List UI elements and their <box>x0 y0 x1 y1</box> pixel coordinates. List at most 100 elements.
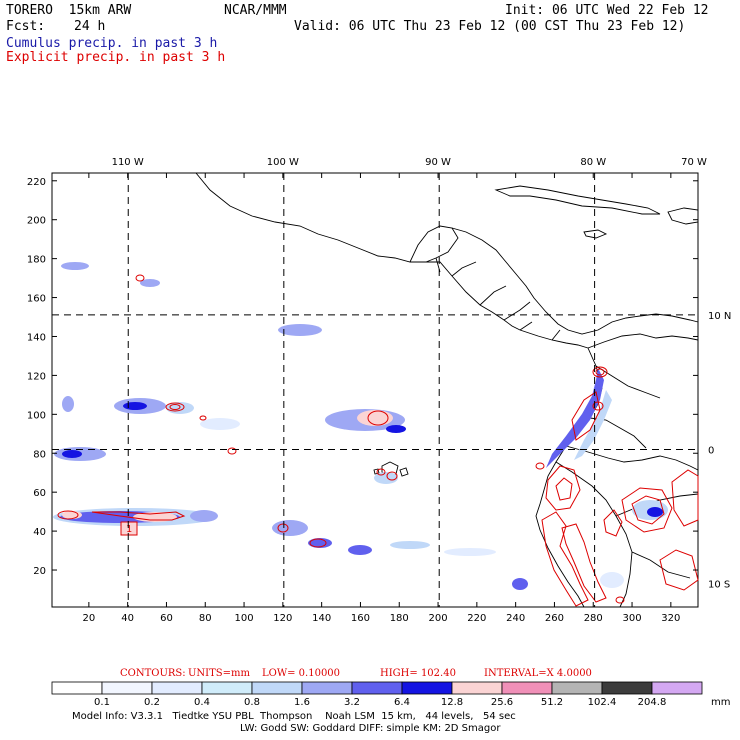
y-tick-label-220: 220 <box>27 177 46 188</box>
colorbar-level-7: 12.8 <box>441 697 463 708</box>
coastline-cuba <box>494 185 661 215</box>
contour-units: UNITS=mm <box>188 668 251 679</box>
model-info-line2: LW: Godd SW: Goddard DIFF: simple KM: 2D… <box>240 723 501 734</box>
x-tick-label-260: 260 <box>545 613 564 624</box>
y-tick-label-180: 180 <box>27 255 46 266</box>
max-label-value: 1 <box>126 524 132 535</box>
red-contour-17 <box>555 477 573 501</box>
colorbar-swatch-7 <box>401 681 453 695</box>
red-contour-6 <box>367 410 389 426</box>
contour-info: CONTOURS: UNITS=mm LOW= 0.10000 HIGH= 10… <box>120 668 592 679</box>
contour-label: CONTOURS: <box>120 668 186 679</box>
explicit-precip-legend: Explicit precip. in past 3 h <box>6 50 226 65</box>
red-contour-3 <box>169 404 181 410</box>
cumulus-precip-legend: Cumulus precip. in past 3 h <box>6 36 218 51</box>
colorbar-swatch-2 <box>151 681 203 695</box>
colorbar-level-8: 25.6 <box>491 697 513 708</box>
init-time: Init: 06 UTC Wed 22 Feb 12 <box>505 3 709 18</box>
coastline-south-america-north <box>587 333 699 349</box>
forecast-hours: 24 h <box>74 19 106 34</box>
red-contour-22 <box>631 495 665 525</box>
precip-cell-n1 <box>278 324 322 336</box>
contour-high: HIGH= 102.40 <box>380 668 456 679</box>
precip-cell-w3-core <box>62 450 82 458</box>
red-contour-12 <box>91 511 186 521</box>
precip-cell-s2 <box>308 538 332 548</box>
colorbar-level-6: 6.4 <box>394 697 410 708</box>
red-contour-7 <box>376 468 386 476</box>
red-contour-13 <box>592 366 608 378</box>
top-longitude-labels: 110 W 100 W 90 W 80 W 70 W <box>112 157 707 168</box>
precip-cell-w7 <box>200 418 240 430</box>
coastline-hispaniola <box>667 207 699 225</box>
red-contour-16 <box>545 465 581 511</box>
max-label-frame <box>120 521 138 536</box>
colorbar-swatch-5 <box>301 681 353 695</box>
x-tick-label-20: 20 <box>82 613 95 624</box>
colorbar-swatch-1 <box>101 681 153 695</box>
colorbar-swatch-9 <box>501 681 553 695</box>
precip-cell-c1-core <box>357 410 393 426</box>
y-tick-label-200: 200 <box>27 216 46 227</box>
explicit-precip-contours <box>57 274 699 607</box>
red-contour-23 <box>671 469 699 527</box>
coastline-mexico-central-america <box>195 172 589 349</box>
latlon-grid <box>52 173 698 607</box>
red-contour-8 <box>386 471 398 481</box>
y-axis: 20 40 60 80 100 120 140 160 180 200 220 <box>27 177 698 577</box>
colorbar-swatch-12 <box>651 681 703 695</box>
x-axis: 20 40 60 80 100 120 140 160 180 200 220 240 260 280 30… <box>82 173 680 624</box>
latitude-label-2: 10 S <box>708 580 730 591</box>
precip-cell-n2 <box>61 262 89 270</box>
precip-cell-e2 <box>600 572 624 588</box>
precip-cell-w6 <box>62 396 74 412</box>
x-tick-label-120: 120 <box>273 613 292 624</box>
longitude-label-0: 110 W <box>112 157 144 168</box>
precip-cell-c1-east <box>386 425 406 433</box>
red-contour-5 <box>227 447 237 455</box>
plot-frame <box>51 172 699 608</box>
red-contour-20 <box>615 596 625 604</box>
x-tick-label-60: 60 <box>160 613 173 624</box>
precip-cell-s1 <box>272 520 308 536</box>
red-contour-4 <box>199 415 207 421</box>
red-contour-19 <box>561 523 607 603</box>
red-contour-25 <box>603 509 623 537</box>
colorbar-level-0: 0.1 <box>94 697 110 708</box>
precip-cell-w2 <box>190 510 218 522</box>
y-tick-label-60: 60 <box>33 488 46 499</box>
org-label: NCAR/MMM <box>224 3 287 18</box>
precip-cell-s6 <box>512 578 528 590</box>
colorbar-unit: mm <box>711 697 730 708</box>
x-tick-label-220: 220 <box>467 613 486 624</box>
colorbar-swatch-3 <box>201 681 253 695</box>
y-tick-label-160: 160 <box>27 294 46 305</box>
coastline-caribbean-central-america <box>451 227 699 335</box>
colorbar-level-10: 102.4 <box>588 697 617 708</box>
colorbar-level-9: 51.2 <box>541 697 563 708</box>
precip-band-west-hot2 <box>62 511 82 519</box>
y-tick-label-140: 140 <box>27 332 46 343</box>
y-tick-label-120: 120 <box>27 371 46 382</box>
longitude-label-1: 100 W <box>267 157 299 168</box>
colorbar-swatch-6 <box>351 681 403 695</box>
red-contour-24 <box>659 549 699 591</box>
x-tick-label-280: 280 <box>584 613 603 624</box>
longitude-label-3: 80 W <box>580 157 606 168</box>
max-label-box: 1 <box>120 521 138 536</box>
precip-cell-e1-core <box>647 507 663 517</box>
red-contour-9 <box>277 523 289 533</box>
longitude-label-2: 90 W <box>425 157 451 168</box>
colorbar-swatch-11 <box>601 681 653 695</box>
y-tick-label-40: 40 <box>33 527 46 538</box>
precip-cell-s5 <box>444 548 496 556</box>
x-tick-label-80: 80 <box>199 613 212 624</box>
red-contour-11 <box>57 510 79 520</box>
colorbar-level-2: 0.4 <box>194 697 210 708</box>
x-tick-label-160: 160 <box>351 613 370 624</box>
colorbar-level-3: 0.8 <box>244 697 260 708</box>
x-tick-label-300: 300 <box>622 613 641 624</box>
colorbar-swatch-8 <box>451 681 503 695</box>
red-contour-1 <box>135 274 145 282</box>
